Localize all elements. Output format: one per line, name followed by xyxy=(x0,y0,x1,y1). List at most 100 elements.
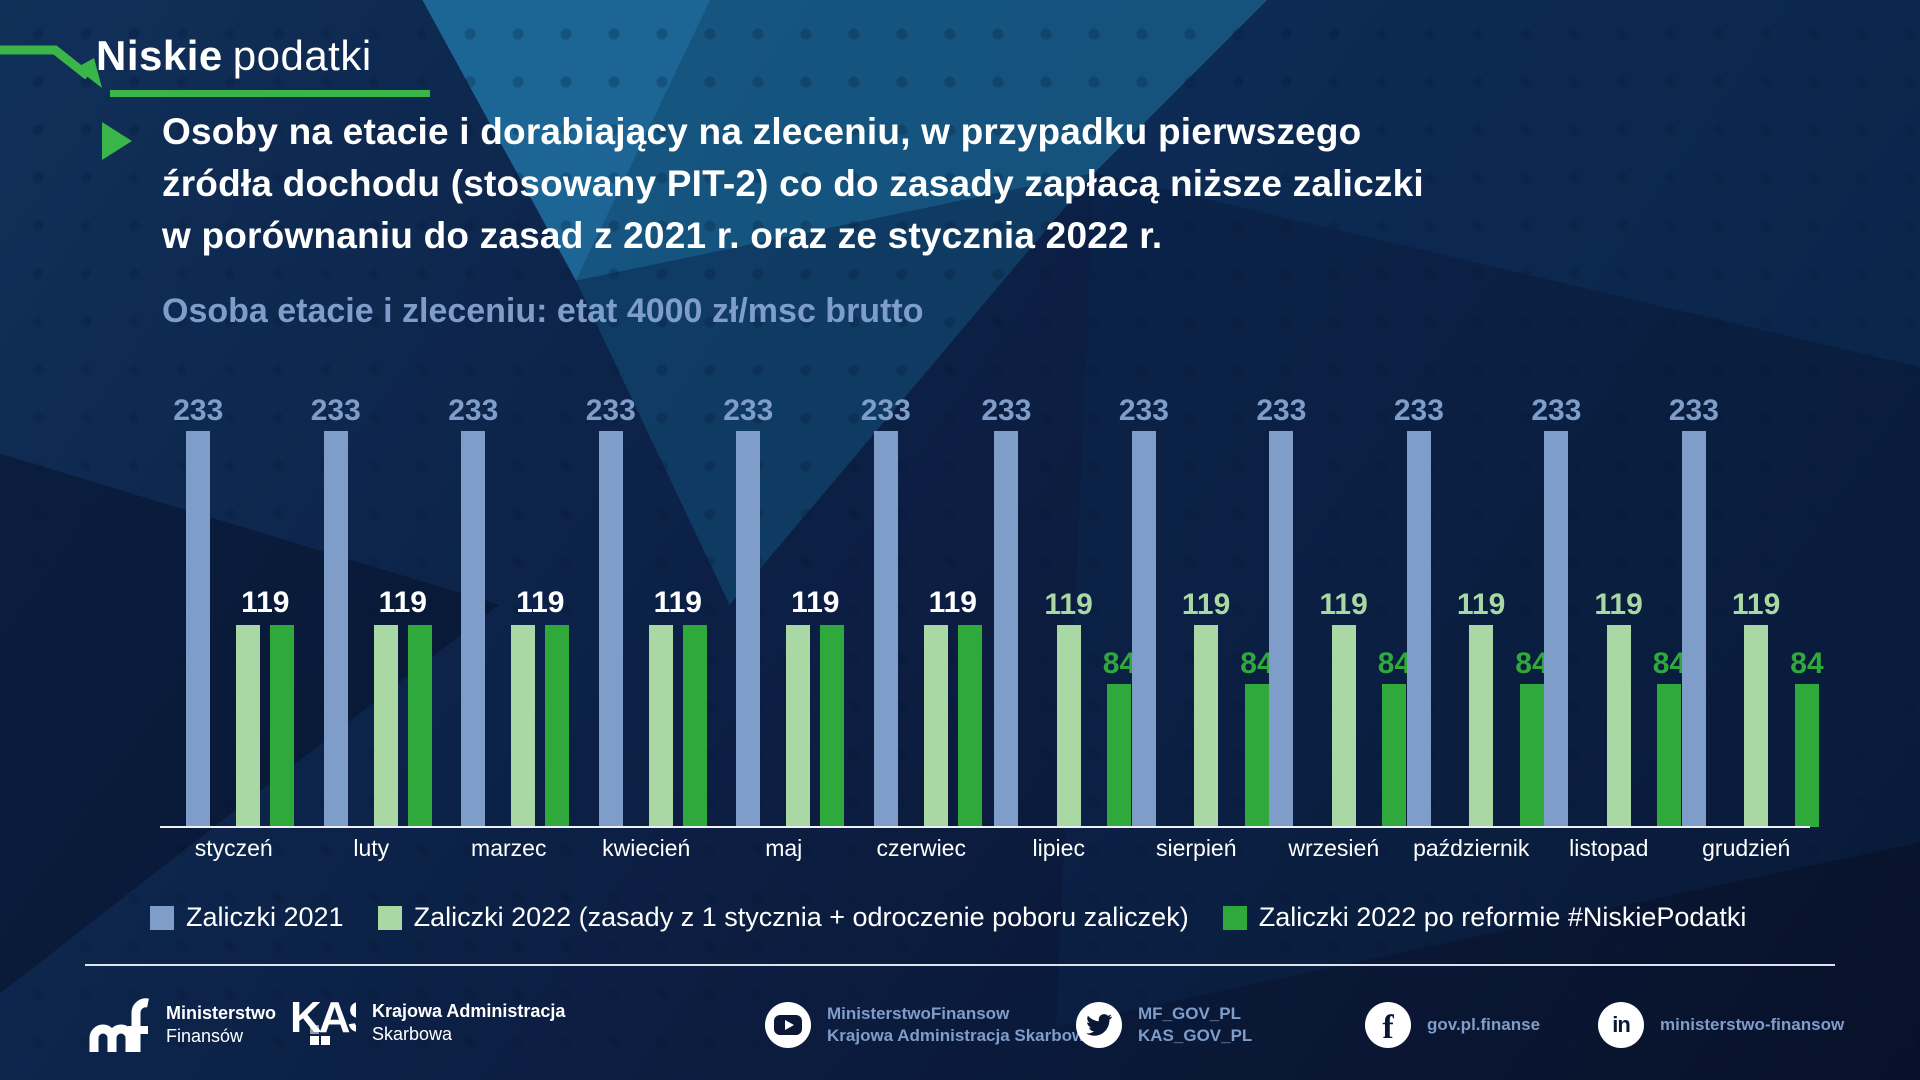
bar-zaliczki-2022-reforma xyxy=(1382,684,1407,827)
social-handle: ministerstwo-finansow xyxy=(1660,1015,1845,1034)
bar-cluster: 233 119 84 xyxy=(1394,394,1549,827)
bar-zaliczki-2022-styczen-column: 119 xyxy=(1732,588,1780,827)
legend-label: Zaliczki 2022 (zasady z 1 stycznia + odr… xyxy=(413,902,1189,932)
logo-underline xyxy=(110,90,430,97)
bar-zaliczki-2021-column: 233 xyxy=(723,394,773,827)
bar-zaliczki-2022-reforma-column: 84 xyxy=(1378,647,1411,827)
bar-zaliczki-2022-styczen xyxy=(1056,624,1081,827)
bar-zaliczki-2022-reforma-column: 84 xyxy=(1653,647,1686,827)
twitter-icon xyxy=(1076,1002,1122,1048)
bar-zaliczki-2022-reforma xyxy=(820,624,845,827)
logo-text-light: podatki xyxy=(232,32,372,79)
green-bar-pair: 119 xyxy=(373,586,432,827)
bar-zaliczki-2022-styczen-column: 119 xyxy=(1594,587,1643,827)
bar-cluster: 233 119 xyxy=(853,394,991,827)
bar-zaliczki-2022-reforma-column: 84 xyxy=(1103,647,1136,827)
bar-value-label: 84 xyxy=(1790,647,1824,681)
bar-value-label: 119 xyxy=(516,585,565,619)
bar-zaliczki-2022-styczen xyxy=(1194,624,1219,827)
bar-value-label: 233 xyxy=(310,393,361,427)
month-label: marzec xyxy=(471,835,547,861)
bar-zaliczki-2021-column: 233 xyxy=(311,394,361,827)
bar-cluster: 233 119 84 xyxy=(981,394,1136,827)
bar-zaliczki-2022-reforma-column xyxy=(270,624,295,827)
chart-month-group: 233 119 84 wrzesień xyxy=(1256,394,1411,861)
bar-zaliczki-2022-styczen-column xyxy=(923,624,948,827)
bar-zaliczki-2022-styczen xyxy=(648,624,673,827)
legend-item: Zaliczki 2022 (zasady z 1 stycznia + odr… xyxy=(377,902,1189,933)
bar-value-label: 233 xyxy=(1393,393,1444,427)
legend-label: Zaliczki 2022 po reformie #NiskiePodatki xyxy=(1258,902,1747,932)
bar-zaliczki-2021-column: 233 xyxy=(1394,394,1444,827)
bar-zaliczki-2021-column: 233 xyxy=(1669,394,1719,827)
bar-value-label: 119 xyxy=(1594,587,1643,621)
month-label: wrzesień xyxy=(1288,835,1380,861)
bar-value-label: 119 xyxy=(1044,587,1093,621)
green-bar-pair: 119 84 xyxy=(1044,588,1136,827)
social-twitter: MF_GOV_PL KAS_GOV_PL xyxy=(1076,1002,1252,1048)
bar-value-label: 119 xyxy=(1456,587,1506,621)
bar-cluster: 233 119 84 xyxy=(1256,394,1411,827)
bar-zaliczki-2021-column: 233 xyxy=(861,394,911,827)
bar-zaliczki-2021-column: 233 xyxy=(1256,394,1306,827)
chart-month-group: 233 119 84 grudzień xyxy=(1669,394,1824,861)
bar-value-label: 233 xyxy=(1256,393,1307,427)
bar-zaliczki-2021 xyxy=(598,430,623,827)
bar-zaliczki-2021 xyxy=(1544,430,1569,827)
org-name-line: Finansów xyxy=(166,1026,244,1046)
bar-value-label: 119 xyxy=(791,585,840,619)
bar-zaliczki-2022-reforma-column xyxy=(957,624,982,827)
bar-cluster: 233 119 xyxy=(165,394,303,827)
legend-swatch xyxy=(150,905,174,930)
bar-zaliczki-2022-reforma xyxy=(1657,684,1682,827)
logo-text-bold: Niskie xyxy=(96,32,223,79)
social-facebook: f gov.pl.finanse xyxy=(1365,1002,1540,1048)
facebook-icon: f xyxy=(1365,1002,1411,1048)
bar-zaliczki-2022-reforma xyxy=(1107,684,1132,827)
green-bar-pair: 119 xyxy=(511,586,570,827)
bar-value-label: 84 xyxy=(1377,647,1412,681)
legend-item: Zaliczki 2022 po reformie #NiskiePodatki xyxy=(1222,902,1747,933)
chart-month-group: 233 119 maj xyxy=(715,394,853,861)
page-title: Osoby na etacie i dorabiający na zleceni… xyxy=(162,106,1424,262)
month-label: sierpień xyxy=(1155,835,1237,861)
social-handle: gov.pl.finanse xyxy=(1427,1015,1541,1034)
bar-zaliczki-2022-styczen xyxy=(923,624,948,827)
social-handle: Krajowa Administracja Skarbowa xyxy=(827,1026,1095,1045)
bar-zaliczki-2022-styczen xyxy=(373,624,398,827)
bar-zaliczki-2022-reforma-column: 84 xyxy=(1515,647,1549,827)
bar-zaliczki-2022-reforma-column xyxy=(545,624,570,827)
green-arrow-icon xyxy=(0,45,102,88)
bar-zaliczki-2022-reforma-column xyxy=(407,624,432,827)
bar-value-label: 84 xyxy=(1240,647,1274,681)
social-handle: MinisterstwoFinansow xyxy=(827,1004,1010,1023)
month-label: kwiecień xyxy=(602,835,691,861)
bar-value-label: 233 xyxy=(1118,393,1169,427)
bar-zaliczki-2022-reforma-column xyxy=(682,624,707,827)
month-label: grudzień xyxy=(1702,835,1791,861)
social-linkedin: in ministerstwo-finansow xyxy=(1598,1002,1844,1048)
org-name-line: Krajowa Administracja xyxy=(372,1001,566,1021)
bar-zaliczki-2021-column: 233 xyxy=(1119,394,1169,827)
social-handle: MF_GOV_PL xyxy=(1138,1004,1241,1023)
legend-label: Zaliczki 2021 xyxy=(186,902,344,932)
chart-subtitle: Osoba etacie i zleceniu: etat 4000 zł/ms… xyxy=(162,292,924,330)
heading-line: w porównaniu do zasad z 2021 r. oraz ze … xyxy=(162,215,1163,256)
bar-zaliczki-2022-styczen-column xyxy=(511,624,536,827)
green-bar-pair: 119 xyxy=(786,586,845,827)
chart-month-group: 233 119 84 lipiec xyxy=(981,394,1136,861)
bar-zaliczki-2022-styczen-column: 119 xyxy=(1319,587,1368,827)
bar-value-label: 233 xyxy=(585,393,636,427)
green-bar-pair: 119 xyxy=(648,586,707,827)
social-youtube: MinisterstwoFinansow Krajowa Administrac… xyxy=(765,1002,1095,1048)
month-label: listopad xyxy=(1569,835,1649,861)
legend-item: Zaliczki 2021 xyxy=(150,902,344,933)
bar-zaliczki-2022-reforma-column: 84 xyxy=(1790,647,1824,827)
bar-value-label: 119 xyxy=(1319,587,1368,621)
bar-zaliczki-2022-styczen xyxy=(1331,624,1356,827)
bar-zaliczki-2021-column: 233 xyxy=(448,394,498,827)
x-axis-line xyxy=(160,826,1810,828)
green-bar-pair: 119 xyxy=(923,586,982,827)
bar-zaliczki-2022-reforma xyxy=(682,624,707,827)
bar-zaliczki-2021 xyxy=(461,430,486,827)
